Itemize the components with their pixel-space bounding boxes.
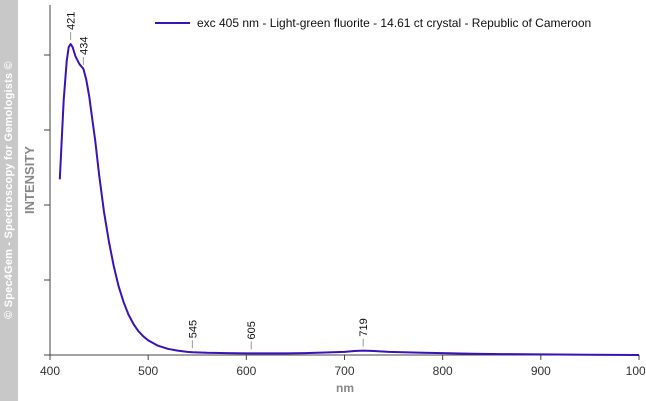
watermark-sidebar: © Spec4Gem - Spectroscopy for Gemologist… xyxy=(0,0,18,401)
annotation-label: 605 xyxy=(246,321,258,339)
annotation-label: 545 xyxy=(187,320,199,338)
annotation-label: 719 xyxy=(358,318,370,336)
x-axis-label: nm xyxy=(336,381,354,395)
x-tick-label: 800 xyxy=(433,364,453,378)
x-tick-label: 400 xyxy=(40,364,60,378)
legend: exc 405 nm - Light-green fluorite - 14.6… xyxy=(155,16,591,30)
legend-label: exc 405 nm - Light-green fluorite - 14.6… xyxy=(197,16,591,30)
series-layer xyxy=(58,43,640,356)
x-tick-label: 600 xyxy=(236,364,256,378)
y-axis-label: INTENSITY xyxy=(22,146,37,214)
x-tick-label: 500 xyxy=(138,364,158,378)
x-tick-label: 1000 xyxy=(626,364,646,378)
series-line xyxy=(58,43,640,356)
annotation-label: 421 xyxy=(66,12,78,30)
chart-axes xyxy=(49,5,639,356)
y-axis-ticks xyxy=(44,54,50,356)
x-tick-label: 700 xyxy=(334,364,354,378)
annotation-label: 434 xyxy=(78,37,90,55)
x-tick-label: 900 xyxy=(531,364,551,378)
x-axis-ticks: 400 500 600 700 800 900 1000 xyxy=(40,355,646,378)
